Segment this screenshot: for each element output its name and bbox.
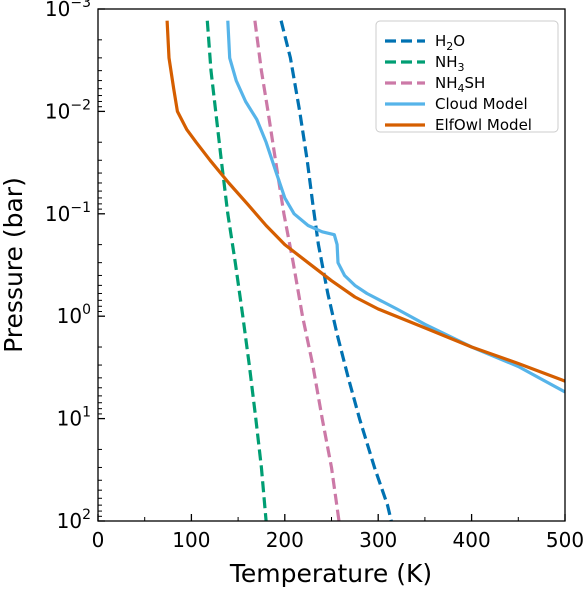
series-line-nh3: [205, 20, 268, 521]
legend-entry: NH4SH: [435, 74, 485, 95]
y-tick-label: 102: [57, 507, 91, 533]
x-tick-label: 400: [453, 528, 491, 552]
y-tick-label: 100: [57, 302, 91, 328]
series-line-cloud-model: [226, 20, 565, 394]
x-tick-label: 500: [546, 528, 584, 552]
series-line-nh4sh: [253, 20, 341, 521]
y-tick-label: 10−2: [45, 97, 91, 123]
x-tick-label: 300: [359, 528, 397, 552]
x-tick-label: 100: [172, 528, 210, 552]
x-tick-label: 200: [266, 528, 304, 552]
y-tick-label: 101: [57, 405, 91, 431]
legend-entry: ElfOwl Model: [435, 116, 532, 134]
tick-layer: 0 100 200 300 400 500 10−3 10−2 10−1 100 101 102: [45, 0, 584, 552]
y-tick-label: 10−3: [45, 0, 91, 21]
series-line-h2o: [279, 20, 393, 521]
x-tick-label: 0: [92, 528, 105, 552]
x-axis-label: Temperature (K): [229, 559, 432, 588]
legend-entry: H2O: [435, 32, 465, 53]
series-layer: [165, 20, 565, 521]
y-tick-label: 10−1: [45, 200, 91, 226]
y-axis-label: Pressure (bar): [0, 177, 28, 353]
legend-entry: NH3: [435, 53, 465, 74]
legend-entry: Cloud Model: [435, 95, 528, 113]
series-line-elfowl-model: [165, 20, 565, 383]
